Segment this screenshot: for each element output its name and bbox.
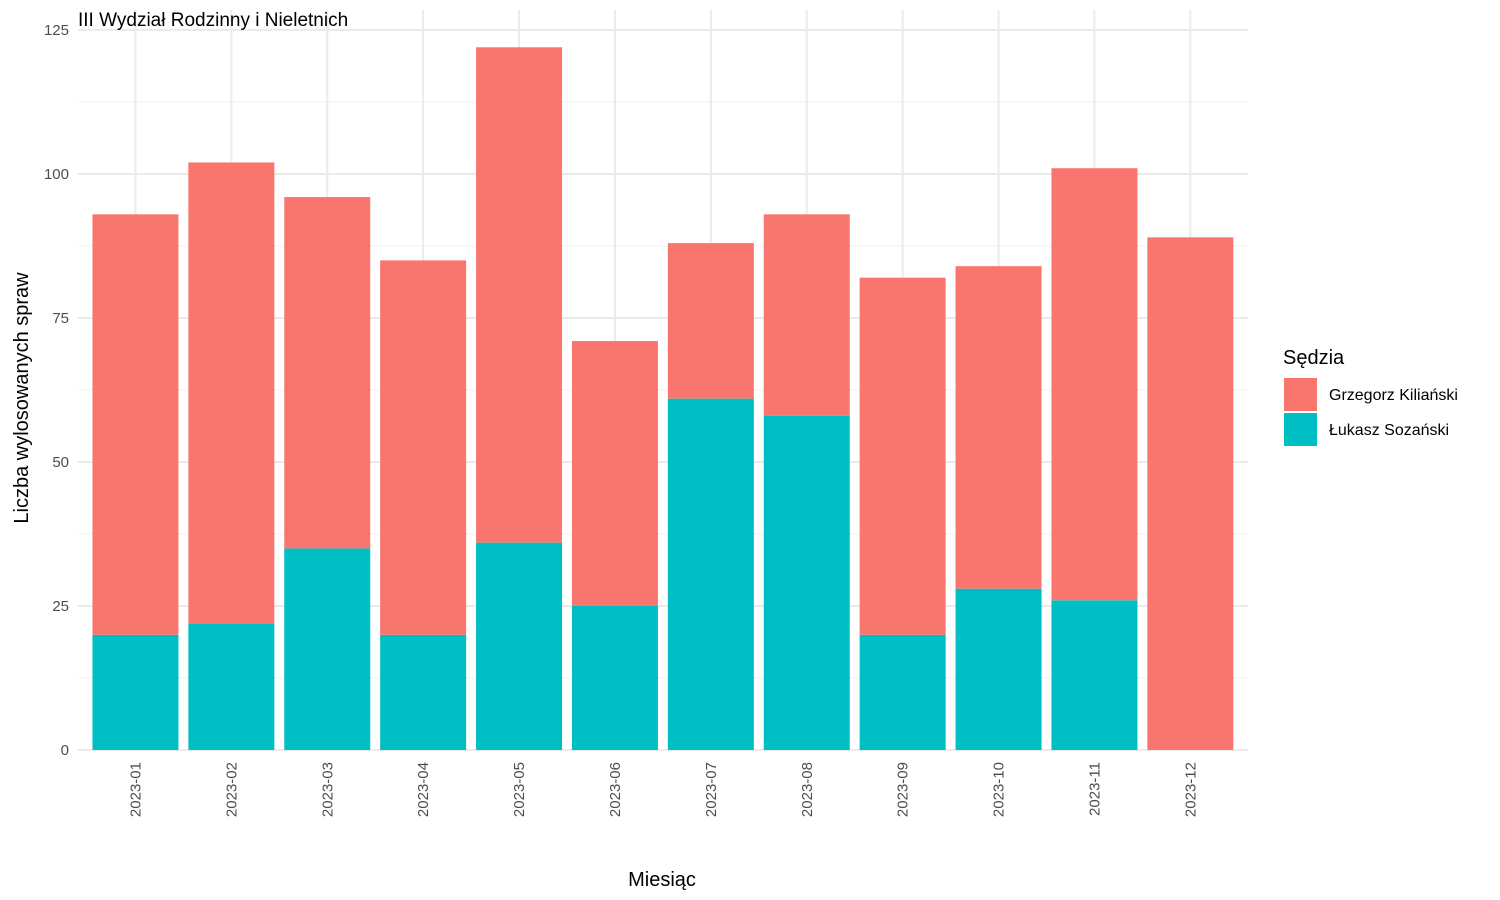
y-tick-label: 0 xyxy=(61,742,69,759)
bar-2023-05-grzegorz-kiliański xyxy=(476,47,563,543)
y-tick-label: 25 xyxy=(52,598,69,615)
legend-label: Łukasz Sozański xyxy=(1329,422,1449,439)
legend-label: Grzegorz Kiliański xyxy=(1329,387,1458,404)
y-axis-title: Liczba wylosowanych spraw xyxy=(11,272,33,524)
bar-2023-03-łukasz-sozański xyxy=(284,548,371,750)
y-tick-labels: 0 25 50 75 100 125 xyxy=(44,22,69,759)
legend-items: Grzegorz Kiliański Łukasz Sozański xyxy=(1284,378,1458,446)
bar-2023-04-łukasz-sozański xyxy=(380,634,467,750)
bar-2023-06-łukasz-sozański xyxy=(571,606,658,750)
bar-2023-10-łukasz-sozański xyxy=(955,588,1042,750)
bar-2023-04-grzegorz-kiliański xyxy=(380,260,467,635)
bar-layer xyxy=(92,47,1234,751)
legend-title: Sędzia xyxy=(1283,347,1345,369)
y-tick-label: 75 xyxy=(52,310,69,327)
bar-2023-11-łukasz-sozański xyxy=(1051,600,1138,750)
x-tick-label: 2023-01 xyxy=(127,762,144,817)
chart-title: III Wydział Rodzinny i Nieletnich xyxy=(78,10,348,31)
y-tick-label: 125 xyxy=(44,22,69,39)
legend-swatch xyxy=(1284,413,1317,446)
bar-2023-03-grzegorz-kiliański xyxy=(284,197,371,549)
x-tick-label: 2023-10 xyxy=(991,762,1008,817)
x-tick-label: 2023-02 xyxy=(223,762,240,817)
legend-swatch xyxy=(1284,378,1317,411)
bar-2023-10-grzegorz-kiliański xyxy=(955,266,1042,589)
bar-2023-08-łukasz-sozański xyxy=(763,415,850,750)
x-tick-label: 2023-04 xyxy=(415,762,432,817)
bar-2023-09-grzegorz-kiliański xyxy=(859,277,946,635)
bar-2023-02-łukasz-sozański xyxy=(188,623,275,750)
x-tick-label: 2023-11 xyxy=(1086,762,1103,816)
y-tick-label: 50 xyxy=(52,454,69,471)
bar-2023-06-grzegorz-kiliański xyxy=(571,341,658,606)
bar-2023-07-grzegorz-kiliański xyxy=(667,243,754,399)
bar-2023-02-grzegorz-kiliański xyxy=(188,162,275,624)
x-tick-label: 2023-08 xyxy=(799,762,816,817)
legend: Sędzia Grzegorz Kiliański Łukasz Sozański xyxy=(1283,347,1458,446)
x-tick-label: 2023-05 xyxy=(511,762,528,817)
bar-2023-11-grzegorz-kiliański xyxy=(1051,168,1138,601)
bar-2023-08-grzegorz-kiliański xyxy=(763,214,850,416)
y-tick-label: 100 xyxy=(44,166,69,183)
x-tick-label: 2023-03 xyxy=(319,762,336,817)
x-tick-labels: 2023-01 2023-02 2023-03 2023-04 2023-05 2023-… xyxy=(127,762,1199,817)
bar-2023-01-grzegorz-kiliański xyxy=(92,214,179,635)
bar-2023-07-łukasz-sozański xyxy=(667,398,754,750)
x-axis-title: Miesiąc xyxy=(628,869,696,891)
x-tick-label: 2023-06 xyxy=(607,762,624,817)
x-tick-label: 2023-09 xyxy=(895,762,912,817)
bar-2023-09-łukasz-sozański xyxy=(859,634,946,750)
bar-2023-01-łukasz-sozański xyxy=(92,634,179,750)
bar-2023-12-grzegorz-kiliański xyxy=(1147,237,1234,751)
x-tick-label: 2023-12 xyxy=(1182,762,1199,817)
x-tick-label: 2023-07 xyxy=(703,762,720,817)
bar-2023-05-łukasz-sozański xyxy=(476,542,563,750)
